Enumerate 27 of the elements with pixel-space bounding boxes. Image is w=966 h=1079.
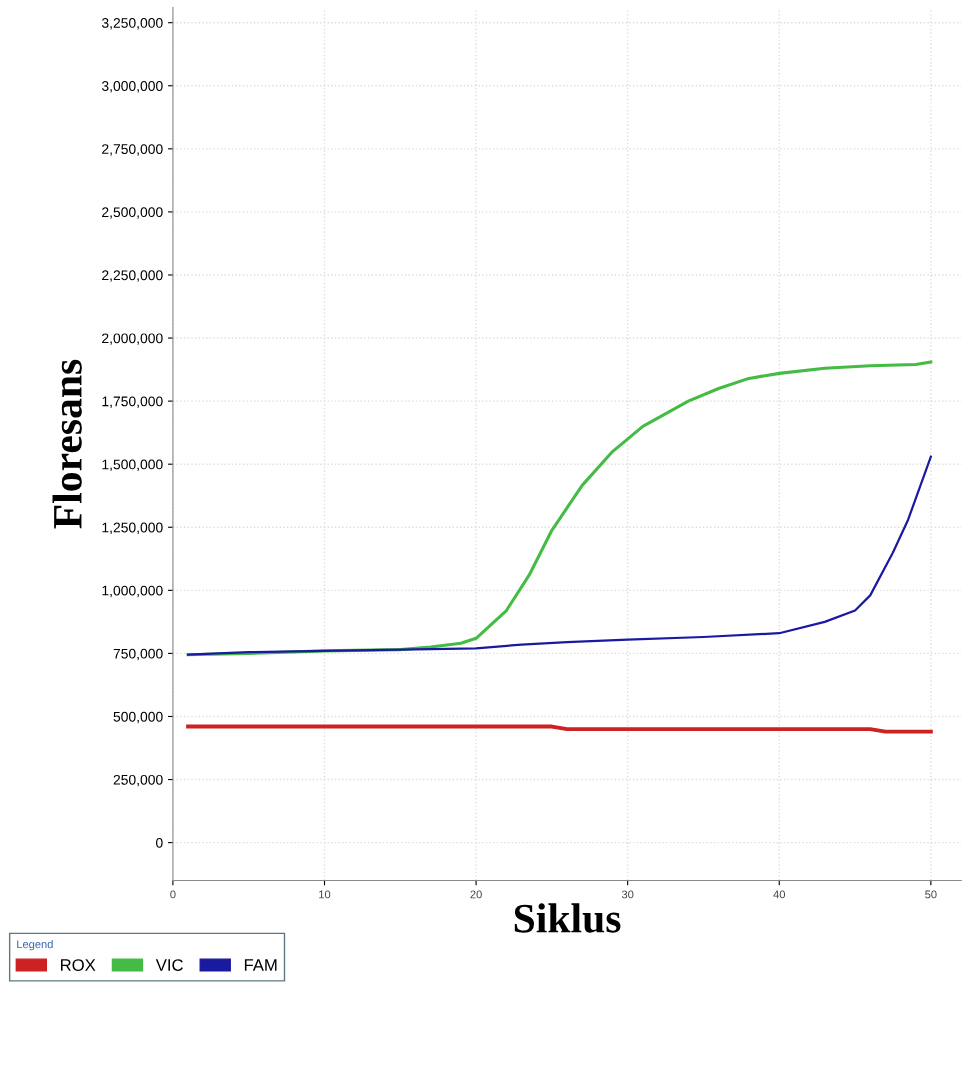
y-tick-label: 1,500,000 — [102, 459, 163, 471]
y-tick-label: 500,000 — [113, 711, 163, 724]
x-tick-label: 0 — [170, 890, 176, 899]
x-tick-label: 40 — [773, 890, 786, 899]
legend-title: Legend — [17, 940, 53, 951]
x-axis-title: Siklus — [514, 903, 621, 933]
x-tick-label: 10 — [319, 890, 331, 899]
y-tick-label: 0 — [156, 837, 163, 848]
y-tick-label: 250,000 — [113, 774, 163, 787]
y-tick-label: 2,500,000 — [102, 207, 163, 219]
legend-label: FAM — [244, 959, 277, 971]
x-tick-label: 30 — [621, 890, 634, 899]
y-axis-title: Floresans — [52, 359, 82, 529]
x-tick-label: 50 — [925, 890, 937, 899]
y-tick-label: 1,000,000 — [102, 585, 163, 598]
line-series — [186, 455, 932, 656]
legend-label: VIC — [155, 959, 183, 971]
y-tick-label: 3,000,000 — [101, 81, 163, 93]
y-tick-label: 2,000,000 — [102, 333, 163, 345]
legend-label: ROX — [61, 959, 96, 971]
y-tick-label: 1,750,000 — [102, 396, 163, 408]
y-tick-label: 1,250,000 — [102, 522, 163, 535]
x-tick-label: 20 — [470, 890, 482, 899]
y-tick-label: 2,750,000 — [102, 144, 163, 156]
y-tick-label: 2,250,000 — [102, 270, 163, 282]
y-tick-label: 3,250,000 — [101, 18, 163, 30]
y-tick-label: 750,000 — [113, 648, 163, 661]
